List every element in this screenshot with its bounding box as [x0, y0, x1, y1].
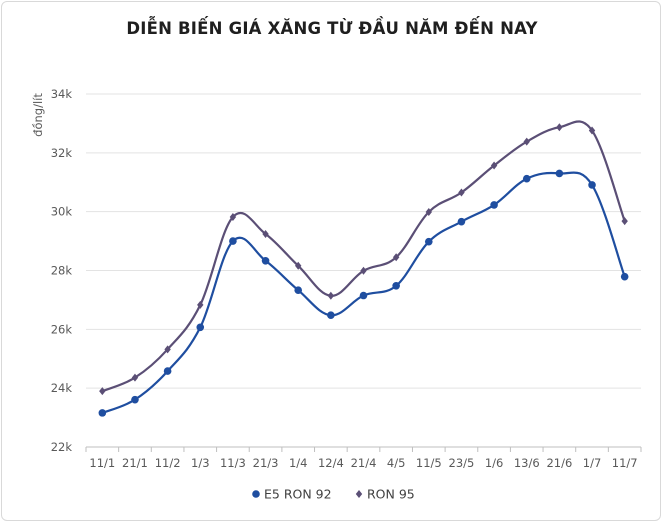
- data-point-ron-95: [262, 230, 269, 239]
- data-point-e5-ron-92: [229, 237, 237, 245]
- y-axis-ticks: 22k 24k 26k 28k 30k 32k 34k: [51, 87, 73, 454]
- data-point-ron-95: [556, 123, 563, 132]
- data-point-ron-95: [490, 161, 498, 170]
- data-point-ron-95: [131, 373, 139, 382]
- y-tick-label: 32k: [51, 146, 73, 160]
- data-point-e5-ron-92: [424, 237, 433, 246]
- legend-label-e5-ron-92: E5 RON 92: [264, 487, 332, 502]
- legend-marker-ron-95: [355, 490, 363, 498]
- y-tick-label: 22k: [51, 440, 73, 454]
- data-point-e5-ron-92: [327, 311, 335, 320]
- x-tick-label: 11/5: [416, 456, 442, 470]
- x-tick-label: 21/4: [351, 456, 377, 470]
- chart-title: DIỄN BIẾN GIÁ XĂNG TỪ ĐẦU NĂM ĐẾN NAY: [126, 19, 538, 38]
- x-tick-label: 11/7: [612, 456, 638, 470]
- data-point-ron-95: [458, 188, 465, 197]
- x-tick-label: 1/3: [191, 456, 210, 470]
- y-axis-title: đồng/lít: [31, 93, 45, 137]
- data-point-e5-ron-92: [131, 395, 139, 404]
- x-tick-label: 21/1: [122, 456, 148, 470]
- x-tick-label: 11/2: [155, 456, 181, 470]
- x-tick-label: 4/5: [387, 456, 406, 470]
- y-tick-label: 34k: [51, 87, 73, 101]
- legend-marker-e5-ron-92: [252, 490, 260, 498]
- series-layer: [98, 120, 629, 417]
- data-point-ron-95: [164, 345, 171, 354]
- data-point-ron-95: [197, 300, 204, 309]
- data-point-e5-ron-92: [588, 181, 596, 189]
- data-point-e5-ron-92: [457, 217, 466, 226]
- data-point-e5-ron-92: [294, 286, 303, 295]
- x-tick-label: 21/6: [546, 456, 572, 470]
- x-tick-label: 13/6: [514, 456, 540, 470]
- gridlines: [86, 93, 641, 448]
- data-point-ron-95: [588, 126, 596, 135]
- data-point-ron-95: [621, 217, 628, 226]
- data-point-e5-ron-92: [196, 323, 205, 332]
- y-tick-label: 30k: [51, 205, 73, 219]
- data-point-ron-95: [229, 212, 237, 221]
- data-point-ron-95: [99, 387, 106, 396]
- x-axis-ticks: 11/1 21/1 11/2 1/3 11/3 21/3 1/4 12/4 21/4 4/5 11/…: [85, 447, 642, 470]
- data-point-e5-ron-92: [163, 367, 172, 375]
- y-tick-label: 28k: [51, 264, 73, 278]
- x-tick-label: 1/4: [289, 456, 308, 470]
- y-tick-label: 26k: [51, 322, 73, 336]
- x-tick-label: 1/7: [583, 456, 602, 470]
- data-point-e5-ron-92: [522, 174, 531, 183]
- x-tick-label: 11/3: [220, 456, 246, 470]
- data-point-e5-ron-92: [555, 169, 564, 178]
- y-tick-label: 24k: [51, 381, 73, 395]
- x-tick-label: 21/3: [253, 456, 279, 470]
- data-point-ron-95: [425, 207, 432, 216]
- x-tick-label: 23/5: [449, 456, 475, 470]
- data-point-e5-ron-92: [359, 291, 368, 300]
- data-point-e5-ron-92: [490, 201, 498, 209]
- x-tick-label: 12/4: [318, 456, 344, 470]
- data-point-e5-ron-92: [98, 409, 107, 417]
- x-tick-label: 11/1: [89, 456, 115, 470]
- data-point-ron-95: [327, 291, 335, 300]
- data-point-e5-ron-92: [392, 281, 400, 290]
- data-point-e5-ron-92: [261, 256, 270, 265]
- data-point-ron-95: [392, 253, 400, 262]
- data-point-ron-95: [523, 137, 530, 146]
- data-point-e5-ron-92: [620, 272, 629, 281]
- x-tick-label: 1/6: [485, 456, 504, 470]
- legend: E5 RON 92 RON 95: [252, 487, 415, 502]
- data-point-ron-95: [360, 266, 367, 275]
- data-point-ron-95: [295, 261, 302, 270]
- legend-label-ron-95: RON 95: [367, 487, 415, 502]
- series-line-ron-95: [101, 120, 626, 393]
